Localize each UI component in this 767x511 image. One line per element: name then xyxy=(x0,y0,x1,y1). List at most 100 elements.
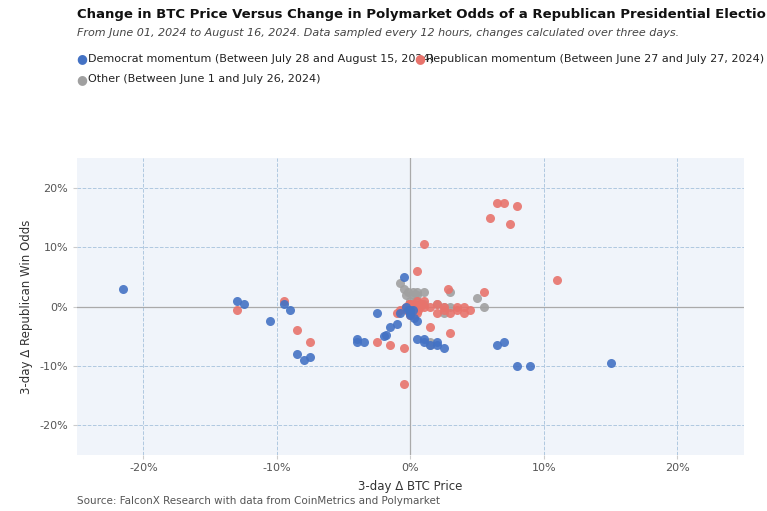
Point xyxy=(264,317,276,326)
Point xyxy=(491,341,503,349)
Point xyxy=(410,296,422,305)
Point xyxy=(407,288,419,296)
Point xyxy=(464,306,476,314)
Point xyxy=(351,338,363,346)
Point xyxy=(431,299,443,308)
Point xyxy=(404,299,416,308)
Point xyxy=(478,303,490,311)
Point xyxy=(411,267,423,275)
Point xyxy=(417,288,430,296)
Point xyxy=(437,303,449,311)
Point xyxy=(424,323,436,332)
Point xyxy=(417,299,430,308)
Point xyxy=(377,332,390,340)
Point xyxy=(404,299,416,308)
Point xyxy=(498,199,510,207)
Point xyxy=(370,309,383,317)
Point xyxy=(406,303,418,311)
Point xyxy=(380,331,393,339)
Point xyxy=(404,309,416,317)
Point xyxy=(411,335,423,343)
Point xyxy=(402,306,414,314)
Point xyxy=(444,309,456,317)
Point xyxy=(397,380,410,388)
Point xyxy=(458,303,470,311)
Text: Change in BTC Price Versus Change in Polymarket Odds of a Republican Presidentia: Change in BTC Price Versus Change in Pol… xyxy=(77,8,767,20)
Point xyxy=(444,329,456,337)
Point xyxy=(451,303,463,311)
Point xyxy=(406,311,418,319)
Point xyxy=(117,285,130,293)
Point xyxy=(304,338,316,346)
Point xyxy=(404,309,416,317)
Point xyxy=(231,306,243,314)
Point xyxy=(498,338,510,346)
Point xyxy=(304,353,316,361)
Point xyxy=(431,309,443,317)
Point xyxy=(411,288,423,296)
Point xyxy=(411,309,423,317)
Point xyxy=(404,311,416,319)
Point xyxy=(410,303,422,311)
Point xyxy=(291,326,303,334)
Text: Republican momentum (Between June 27 and July 27, 2024): Republican momentum (Between June 27 and… xyxy=(426,54,764,64)
Point xyxy=(407,306,419,314)
Point xyxy=(393,306,406,314)
Point xyxy=(400,303,413,311)
Point xyxy=(604,359,617,367)
Point xyxy=(400,303,413,311)
Point xyxy=(511,202,523,210)
Point xyxy=(404,307,416,315)
Text: From June 01, 2024 to August 16, 2024. Data sampled every 12 hours, changes calc: From June 01, 2024 to August 16, 2024. D… xyxy=(77,28,679,38)
Text: ●: ● xyxy=(77,52,87,65)
Point xyxy=(393,279,406,287)
Point xyxy=(404,306,416,314)
Y-axis label: 3-day Δ Republican Win Odds: 3-day Δ Republican Win Odds xyxy=(20,219,33,394)
Point xyxy=(408,299,420,308)
Point xyxy=(407,303,419,311)
Point xyxy=(402,288,414,296)
Point xyxy=(384,323,397,332)
Point xyxy=(437,344,449,352)
Point xyxy=(397,344,410,352)
Point xyxy=(417,338,430,346)
Point xyxy=(417,303,430,311)
Point xyxy=(384,341,397,349)
Point xyxy=(437,303,449,311)
Point xyxy=(298,356,310,364)
Point xyxy=(404,306,416,314)
Point xyxy=(416,299,429,308)
Point xyxy=(404,296,416,305)
Point xyxy=(403,299,415,308)
Point xyxy=(391,320,403,329)
Point xyxy=(278,296,290,305)
Text: Other (Between June 1 and July 26, 2024): Other (Between June 1 and July 26, 2024) xyxy=(88,74,321,84)
Point xyxy=(408,306,420,314)
Point xyxy=(404,303,416,311)
Text: ●: ● xyxy=(414,52,425,65)
Point xyxy=(431,341,443,349)
Point xyxy=(471,294,483,302)
Point xyxy=(291,350,303,358)
Point xyxy=(525,362,537,370)
Point xyxy=(408,314,420,322)
Point xyxy=(411,291,423,299)
Point xyxy=(412,306,424,314)
Point xyxy=(442,285,454,293)
Text: Source: FalconX Research with data from CoinMetrics and Polymarket: Source: FalconX Research with data from … xyxy=(77,496,439,506)
Point xyxy=(284,306,296,314)
Point xyxy=(424,303,436,311)
X-axis label: 3-day Δ BTC Price: 3-day Δ BTC Price xyxy=(358,480,463,493)
Point xyxy=(397,285,410,293)
Point xyxy=(505,220,517,228)
Point xyxy=(408,309,420,317)
Point xyxy=(417,240,430,248)
Point xyxy=(551,276,563,284)
Point xyxy=(399,304,411,312)
Point xyxy=(404,311,416,319)
Point xyxy=(424,341,436,349)
Point xyxy=(413,303,426,311)
Point xyxy=(511,362,523,370)
Point xyxy=(411,317,423,326)
Point xyxy=(437,306,449,314)
